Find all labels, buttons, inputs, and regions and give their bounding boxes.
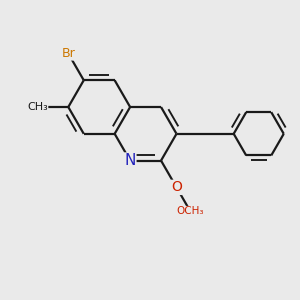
- Text: Br: Br: [61, 47, 75, 60]
- Text: CH₃: CH₃: [27, 102, 48, 112]
- Text: OCH₃: OCH₃: [177, 206, 204, 217]
- Text: O: O: [171, 180, 182, 194]
- Text: N: N: [124, 153, 136, 168]
